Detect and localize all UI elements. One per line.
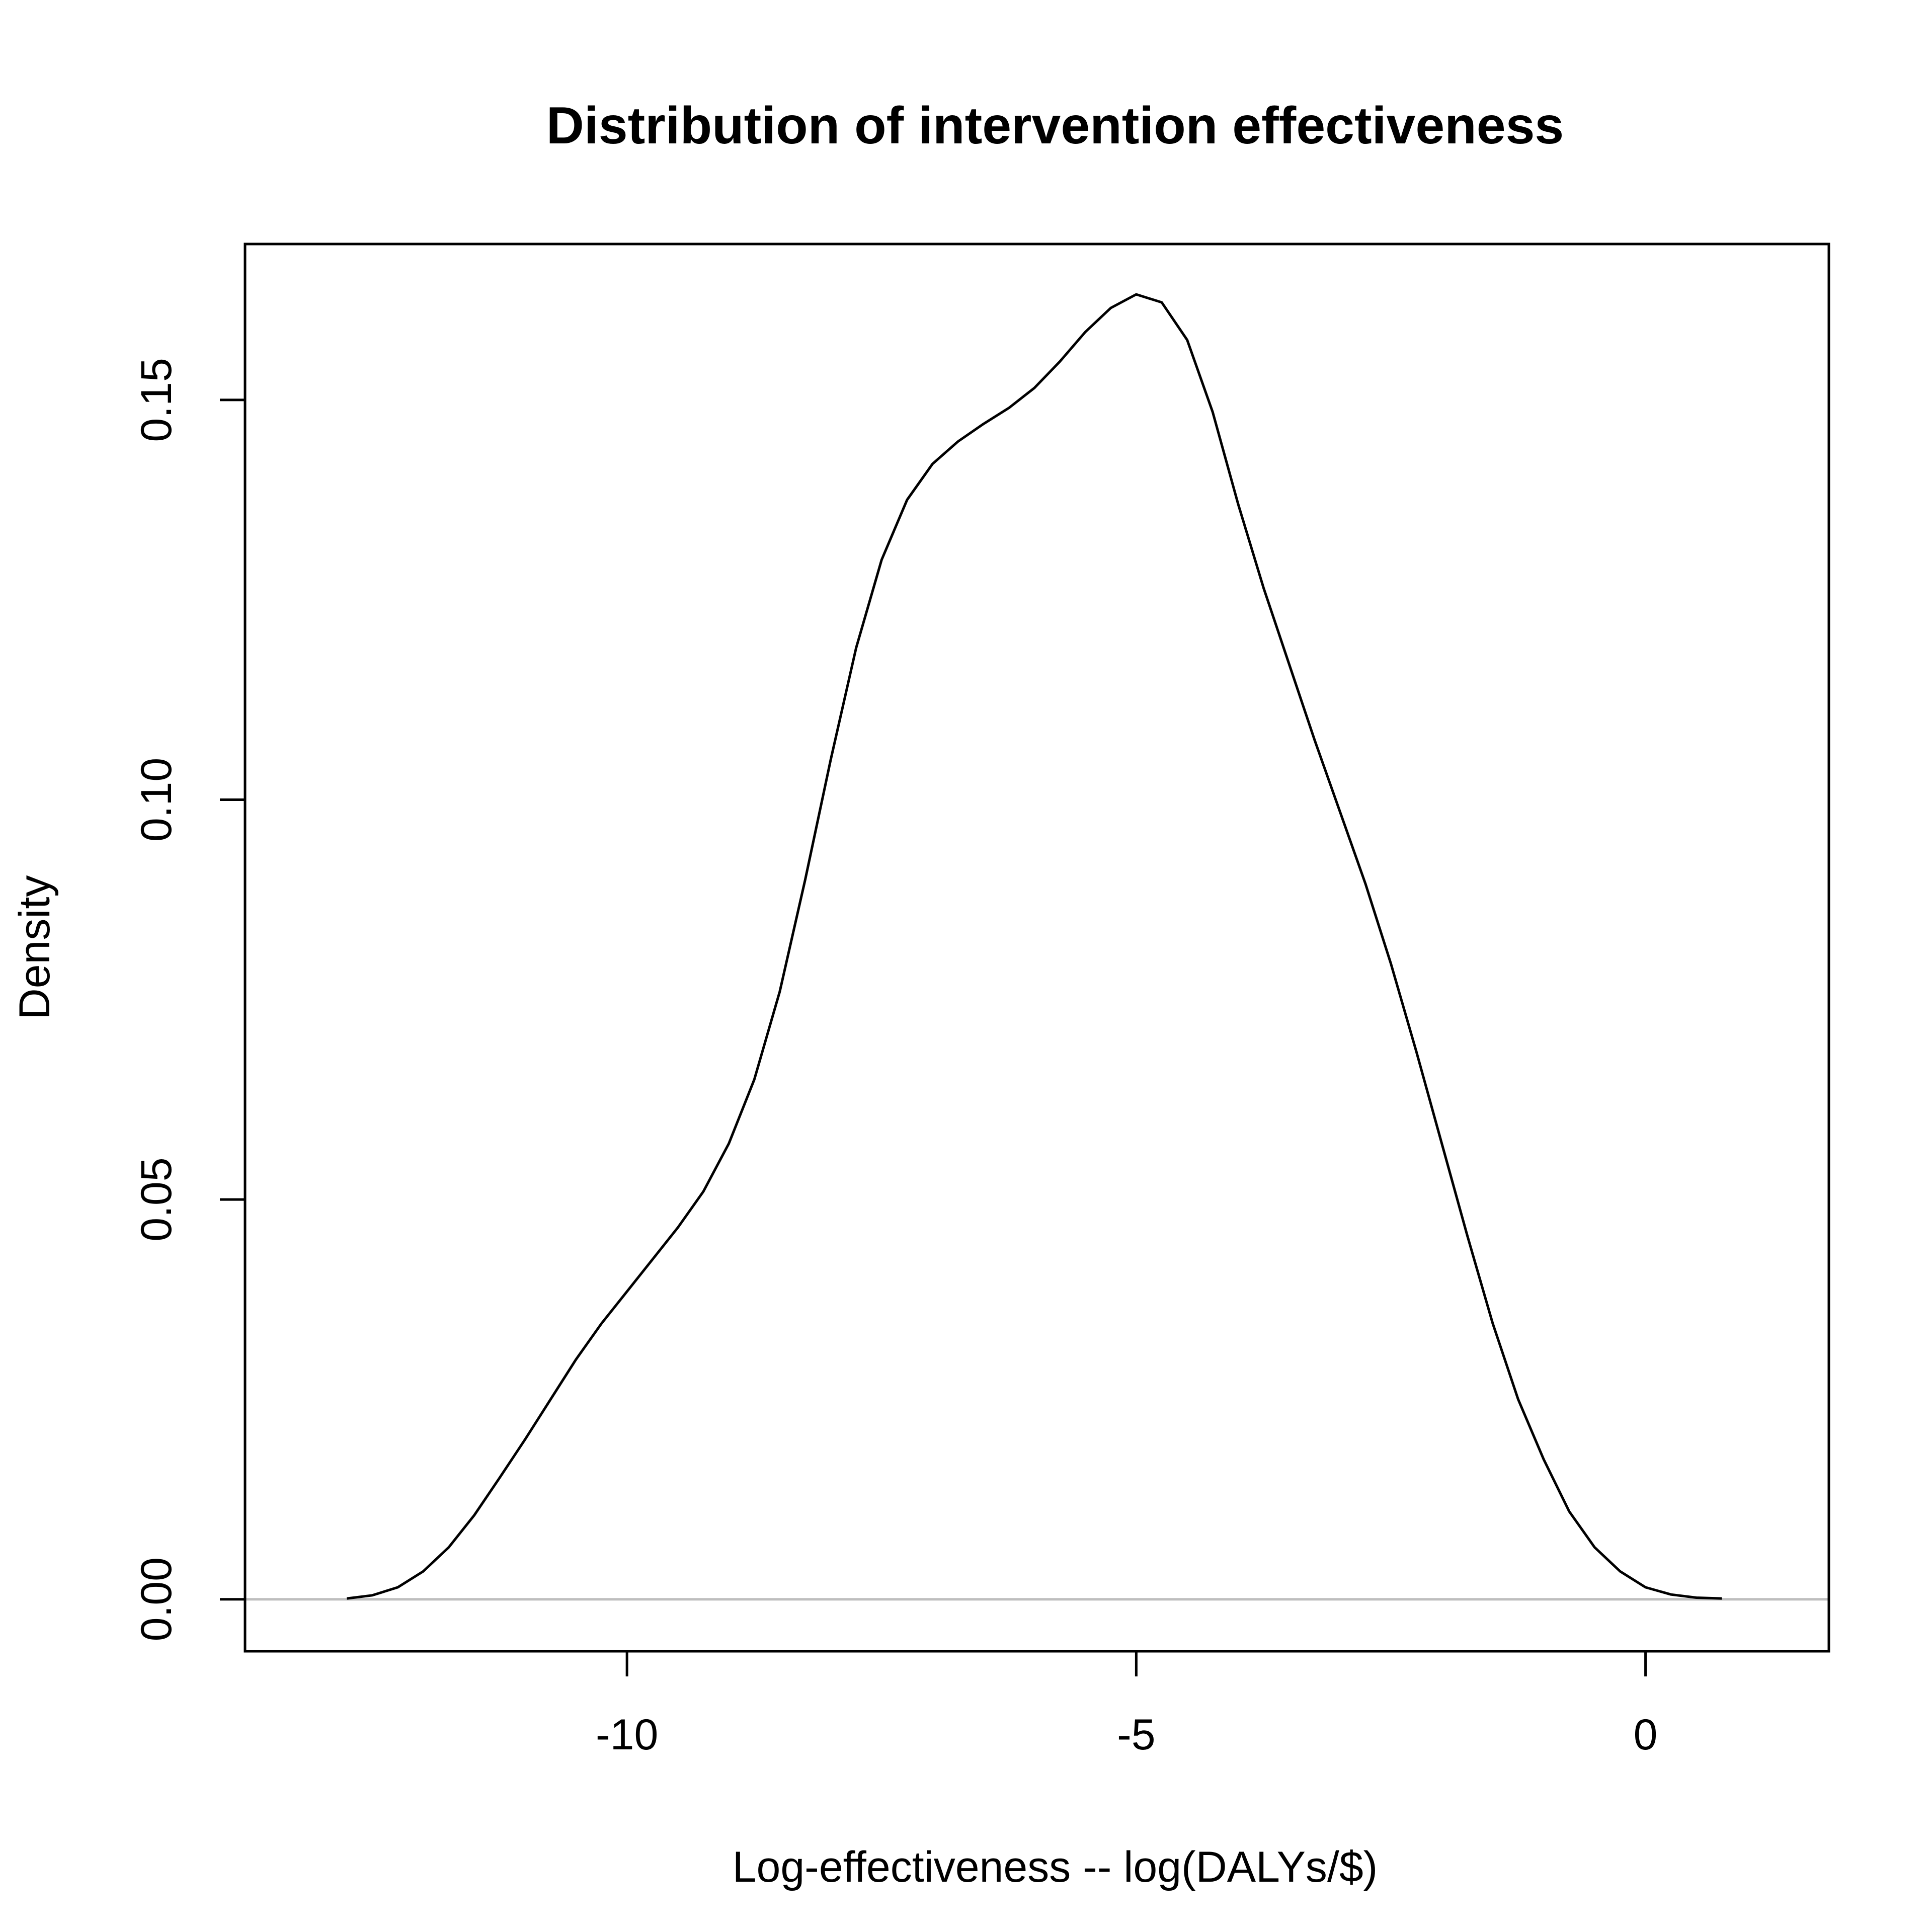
chart-title: Distribution of intervention effectivene… xyxy=(546,97,1564,155)
y-tick-label: 0.00 xyxy=(132,1557,181,1641)
y-axis-label: Density xyxy=(11,875,59,1020)
y-tick-label: 0.05 xyxy=(132,1157,181,1241)
x-tick-label: -5 xyxy=(1117,1711,1155,1759)
y-tick-label: 0.10 xyxy=(132,758,181,842)
x-axis-label: Log-effectiveness -- log(DALYs/$) xyxy=(733,1843,1378,1891)
density-curve xyxy=(347,293,1722,1600)
x-tick-label: 0 xyxy=(1634,1711,1658,1759)
x-tick-label: -10 xyxy=(596,1711,658,1759)
y-tick-label: 0.15 xyxy=(132,358,181,442)
plot-frame xyxy=(244,243,1830,1653)
